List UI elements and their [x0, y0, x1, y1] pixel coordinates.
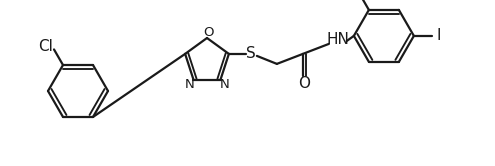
- Text: HN: HN: [326, 32, 349, 47]
- Text: N: N: [185, 78, 195, 91]
- Text: S: S: [246, 46, 256, 61]
- Text: I: I: [437, 28, 441, 43]
- Text: N: N: [220, 78, 229, 91]
- Text: Cl: Cl: [39, 39, 53, 54]
- Text: O: O: [298, 76, 310, 91]
- Text: O: O: [203, 26, 213, 39]
